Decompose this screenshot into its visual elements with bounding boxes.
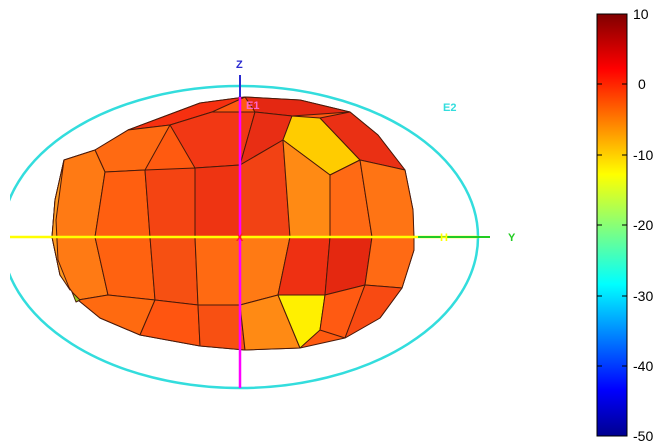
y-axis-label: Y <box>508 232 516 244</box>
pattern-plot-area: H X E1 <box>10 75 490 390</box>
colorbar-tick-label: -50 <box>633 428 653 444</box>
colorbar-ticks <box>597 13 627 437</box>
colorbar-tick-label: -20 <box>633 217 653 233</box>
x-axis-label: X <box>236 232 244 244</box>
colorbar-tick-label: 0 <box>638 76 646 92</box>
z-axis-label: Z <box>236 59 243 71</box>
e1-label: E1 <box>246 100 259 112</box>
h-axis-label: H <box>440 232 448 244</box>
colorbar-tick-label: -30 <box>633 288 653 304</box>
colorbar-tick-label: -40 <box>633 358 653 374</box>
colorbar: 10 0 -10 -20 -30 -40 -50 <box>596 6 653 444</box>
colorbar-tick-label: -10 <box>633 147 653 163</box>
radiation-pattern-surface <box>51 96 415 351</box>
colorbar-tick-label: 10 <box>633 6 649 22</box>
e2-label: E2 <box>443 102 456 114</box>
